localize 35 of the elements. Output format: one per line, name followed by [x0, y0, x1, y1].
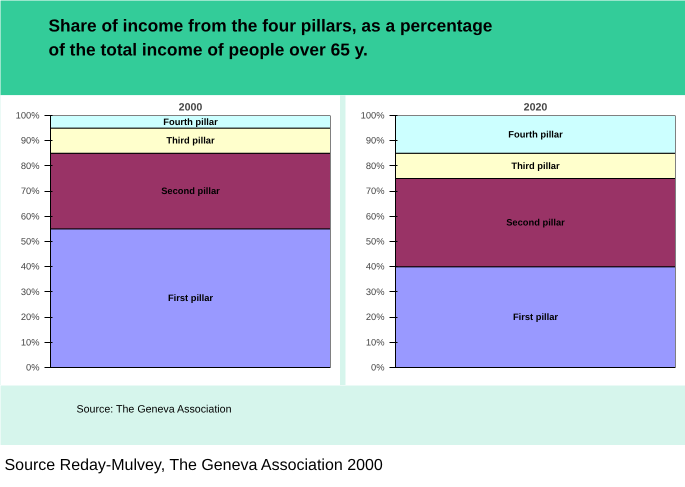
y-tick-label: 40% [20, 262, 40, 272]
y-tick-label: 20% [20, 312, 40, 322]
y-tick-label: 0% [371, 362, 384, 372]
y-tick-label: 50% [20, 236, 40, 246]
series-label: Third pillar [511, 160, 560, 171]
y-tick-label: 50% [366, 236, 384, 246]
y-tick-label: 90% [20, 136, 40, 146]
series-label: First pillar [512, 312, 558, 322]
chart-title: 2000 [178, 102, 202, 114]
series-label: Third pillar [166, 136, 215, 146]
y-tick-label: 40% [366, 262, 384, 272]
y-tick-label: 10% [20, 337, 40, 348]
y-tick-label: 60% [20, 211, 40, 222]
series-label: Second pillar [506, 218, 566, 228]
chart-title: 2020 [524, 102, 548, 114]
text: Share of income from the four pillars, as a percentage of the total income of people over 65 y. [48, 16, 493, 60]
source-note: Source Reday-Mulvey, The Geneva Association 2000 [4, 457, 383, 474]
series-label: Fourth pillar [163, 116, 218, 127]
y-tick-label: 10% [366, 337, 384, 348]
y-tick-label: 100% [16, 110, 40, 120]
y-tick-label: 80% [20, 160, 40, 171]
series-label: Second pillar [161, 186, 220, 196]
series-label: Fourth pillar [508, 129, 564, 140]
y-tick-label: 80% [366, 160, 384, 171]
series-label: First pillar [168, 293, 214, 304]
y-tick-label: 90% [366, 136, 384, 146]
y-tick-label: 20% [366, 312, 384, 322]
y-tick-label: 70% [366, 186, 384, 196]
y-tick-label: 100% [360, 110, 384, 120]
y-tick-label: 30% [20, 286, 40, 297]
y-tick-label: 60% [366, 211, 384, 222]
y-tick-label: 70% [20, 186, 40, 196]
source-note: Source: The Geneva Association [76, 404, 232, 416]
y-tick-label: 0% [26, 362, 40, 372]
y-tick-label: 30% [366, 286, 384, 297]
